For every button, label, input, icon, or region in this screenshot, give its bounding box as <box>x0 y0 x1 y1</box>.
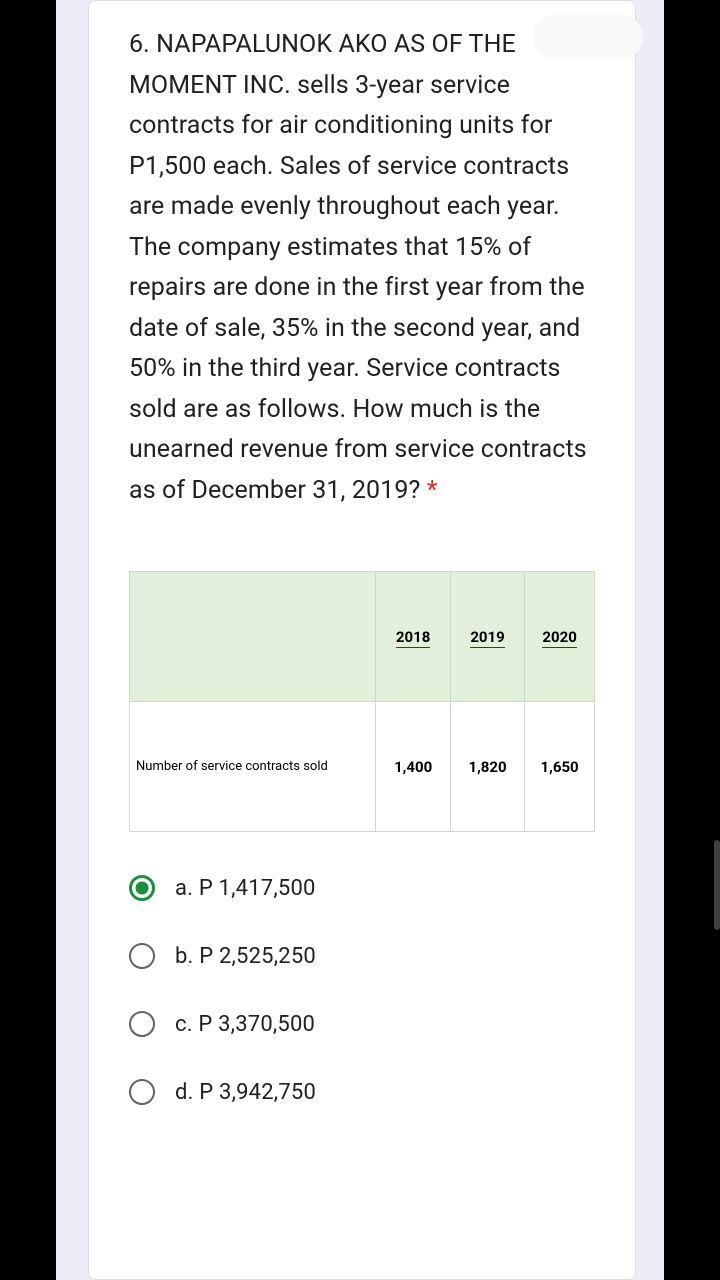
radio-b[interactable] <box>129 943 155 969</box>
option-a[interactable]: a. P 1,417,500 <box>129 854 611 922</box>
question-number: 6. <box>129 30 156 59</box>
radio-a[interactable] <box>129 875 155 901</box>
options-group: a. P 1,417,500 b. P 2,525,250 c. P 3,370… <box>113 854 611 1126</box>
header-label: 2020 <box>542 628 576 648</box>
table-row: Number of service contracts sold 1,400 1… <box>130 702 595 832</box>
table-header-row: 2018 2019 2020 <box>130 572 595 702</box>
table-header-2020: 2020 <box>525 572 595 702</box>
points-badge <box>533 15 643 59</box>
row-label: Number of service contracts sold <box>130 702 376 832</box>
cell-2019: 1,820 <box>450 702 524 832</box>
table-header-2018: 2018 <box>376 572 450 702</box>
scrollbar-thumb[interactable] <box>714 840 720 930</box>
data-table-container: 2018 2019 2020 Number of service contrac… <box>129 571 595 832</box>
question-body: NAPAPALUNOK AKO AS OF THE MOMENT INC. se… <box>129 30 587 505</box>
option-c-label: c. P 3,370,500 <box>175 1012 315 1037</box>
contracts-table: 2018 2019 2020 Number of service contrac… <box>129 571 595 832</box>
header-label: 2019 <box>470 628 504 648</box>
option-c[interactable]: c. P 3,370,500 <box>129 990 611 1058</box>
option-b[interactable]: b. P 2,525,250 <box>129 922 611 990</box>
table-header-empty <box>130 572 376 702</box>
radio-d[interactable] <box>129 1079 155 1105</box>
required-asterisk: * <box>420 476 437 505</box>
option-b-label: b. P 2,525,250 <box>175 944 316 969</box>
header-label: 2018 <box>396 628 430 648</box>
cell-2020: 1,650 <box>525 702 595 832</box>
question-card: 6. NAPAPALUNOK AKO AS OF THE MOMENT INC.… <box>88 0 636 1280</box>
table-header-2019: 2019 <box>450 572 524 702</box>
radio-c[interactable] <box>129 1011 155 1037</box>
cell-2018: 1,400 <box>376 702 450 832</box>
question-text: 6. NAPAPALUNOK AKO AS OF THE MOMENT INC.… <box>113 25 611 511</box>
option-d[interactable]: d. P 3,942,750 <box>129 1058 611 1126</box>
option-a-label: a. P 1,417,500 <box>175 876 316 901</box>
option-d-label: d. P 3,942,750 <box>175 1080 316 1105</box>
